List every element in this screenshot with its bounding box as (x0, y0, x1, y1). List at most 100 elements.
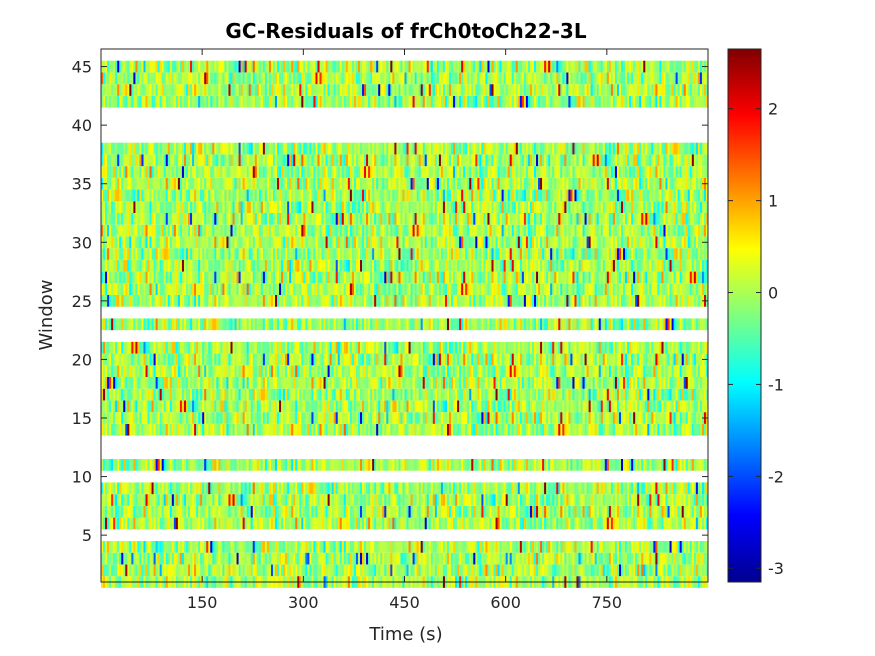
heatmap-cell (222, 412, 225, 424)
heatmap-cell (623, 388, 626, 401)
heatmap-cell (370, 517, 373, 530)
heatmap-cell (103, 564, 106, 577)
heatmap-cell (669, 552, 672, 565)
heatmap-cell (699, 541, 703, 553)
heatmap-cell (165, 412, 169, 424)
heatmap-cell (159, 341, 162, 354)
heatmap-cell (515, 541, 519, 553)
heatmap-cell (521, 423, 525, 436)
heatmap-cell (566, 505, 569, 518)
heatmap-cell (192, 400, 195, 413)
heatmap-cell (564, 400, 567, 413)
heatmap-cell (414, 517, 417, 530)
heatmap-cell (576, 412, 579, 424)
heatmap-cell (119, 505, 122, 518)
heatmap-cell (655, 423, 658, 436)
heatmap-cell (521, 459, 525, 471)
heatmap-cell (564, 517, 567, 530)
heatmap-cell (416, 505, 419, 518)
heatmap-cell (604, 482, 608, 495)
heatmap-cell (552, 423, 555, 436)
heatmap-cell (420, 353, 424, 366)
heatmap-cell (444, 353, 448, 366)
heatmap-cell (519, 494, 523, 506)
heatmap-cell (208, 412, 211, 424)
heatmap-cell (123, 541, 126, 553)
heatmap-cell (509, 423, 513, 436)
heatmap-cell (131, 377, 134, 389)
heatmap-cell (444, 377, 448, 389)
heatmap-cell (185, 365, 189, 377)
heatmap-cell (327, 494, 330, 506)
heatmap-cell (477, 459, 480, 471)
heatmap-cell (349, 552, 353, 565)
heatmap-cell (117, 564, 120, 577)
heatmap-cell (194, 459, 197, 471)
heatmap-cell (618, 353, 622, 366)
heatmap-cell (147, 505, 150, 518)
heatmap-cell (440, 494, 444, 506)
heatmap-cell (560, 459, 563, 471)
heatmap-cell (449, 353, 452, 366)
heatmap-cell (408, 505, 411, 518)
heatmap-cell (204, 459, 207, 471)
heatmap-cell (394, 517, 397, 530)
heatmap-cell (121, 482, 124, 495)
heatmap-cell (317, 365, 320, 377)
heatmap-cell (665, 482, 668, 495)
heatmap-cell (317, 400, 320, 413)
heatmap-cell (268, 494, 272, 506)
heatmap-cell (196, 423, 199, 436)
heatmap-cell (489, 400, 492, 413)
heatmap-cell (507, 494, 511, 506)
heatmap-cell (438, 541, 442, 553)
heatmap-cell (412, 341, 415, 354)
heatmap-cell (214, 412, 217, 424)
heatmap-cell (430, 494, 434, 506)
heatmap-cell (465, 552, 468, 565)
heatmap-cell (121, 552, 124, 565)
heatmap-cell (507, 423, 511, 436)
heatmap-cell (111, 341, 114, 354)
heatmap-cell (404, 494, 407, 506)
heatmap-cell (141, 541, 144, 553)
heatmap-cell (701, 494, 705, 506)
heatmap-cell (623, 505, 626, 518)
heatmap-cell (232, 412, 235, 424)
heatmap-cell (384, 564, 387, 577)
heatmap-cell (198, 412, 201, 424)
heatmap-cell (359, 505, 363, 518)
heatmap-cell (165, 341, 169, 354)
heatmap-cell (614, 541, 618, 553)
heatmap-cell (457, 365, 460, 377)
heatmap-cell (115, 564, 118, 577)
heatmap-cell (695, 505, 699, 518)
heatmap-cell (669, 517, 672, 530)
heatmap-cell (566, 552, 569, 565)
heatmap-cell (649, 365, 652, 377)
heatmap-cell (277, 412, 280, 424)
heatmap-cell (598, 365, 602, 377)
heatmap-cell (127, 505, 130, 518)
heatmap-cell (212, 505, 215, 518)
heatmap-cell (321, 564, 324, 577)
heatmap-cell (536, 365, 539, 377)
heatmap-cell (362, 564, 365, 577)
heatmap-cell (238, 400, 241, 413)
heatmap-cell (703, 423, 707, 436)
heatmap-cell (305, 341, 308, 354)
heatmap-cell (238, 552, 241, 565)
heatmap-cell (396, 353, 399, 366)
heatmap-cell (580, 365, 583, 377)
heatmap-cell (645, 494, 648, 506)
heatmap-cell (693, 505, 697, 518)
heatmap-cell (422, 365, 426, 377)
heatmap-cell (467, 412, 470, 424)
heatmap-cell (364, 377, 367, 389)
heatmap-cell (139, 494, 142, 506)
heatmap-cell (560, 388, 563, 401)
heatmap-cell (449, 423, 452, 436)
heatmap-cell (222, 365, 225, 377)
heatmap-cell (333, 400, 336, 413)
heatmap-cell (659, 388, 662, 401)
